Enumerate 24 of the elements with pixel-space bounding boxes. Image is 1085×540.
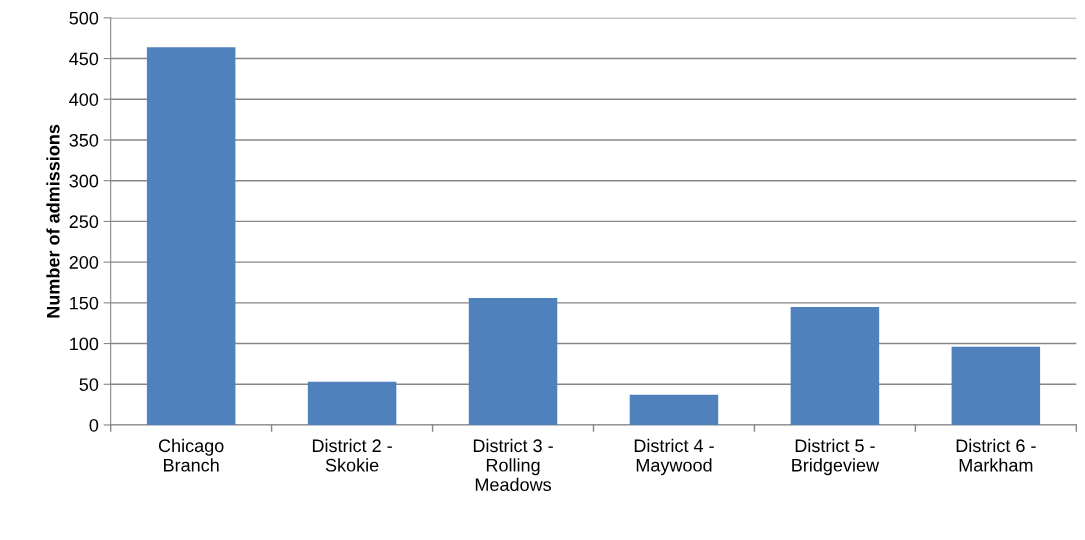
y-tick-label: 400 <box>69 93 99 106</box>
y-tick-label: 450 <box>69 52 99 66</box>
y-tick-label: 300 <box>69 174 99 188</box>
y-tick-label: 100 <box>70 337 99 351</box>
y-tick-label: 250 <box>69 215 99 229</box>
x-tick-label: Chicago Branch <box>158 438 224 472</box>
bar <box>468 297 558 425</box>
y-tick-label: 350 <box>69 133 99 147</box>
y-axis-title: Number of admissions <box>46 124 60 318</box>
y-tick-label: 50 <box>79 378 99 391</box>
x-tick-label: District 4 - Maywood <box>634 438 714 476</box>
bar <box>951 346 1041 425</box>
bar <box>307 381 397 425</box>
bar <box>146 47 236 425</box>
x-tick-label: District 3 - Rolling Meadows <box>473 438 553 492</box>
x-tick-label: District 2 - Skokie <box>312 438 392 472</box>
x-tick-label: District 6 - Markham <box>956 438 1036 472</box>
x-tick-label: District 5 - Bridgeview <box>792 438 880 476</box>
y-tick-label: 200 <box>69 256 99 269</box>
y-tick-label: 500 <box>69 11 99 25</box>
bar <box>629 394 719 425</box>
y-tick-label: 0 <box>89 418 99 432</box>
y-tick-label: 150 <box>70 296 99 310</box>
bar <box>790 306 880 425</box>
